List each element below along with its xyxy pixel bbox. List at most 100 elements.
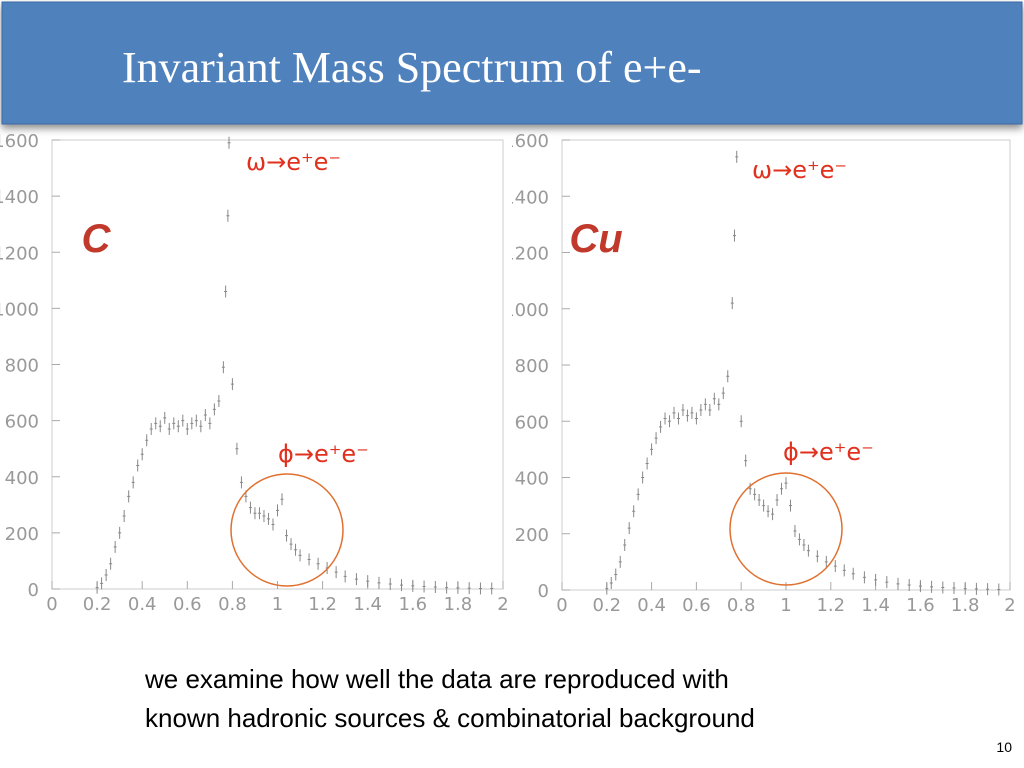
data-point	[659, 420, 663, 433]
data-point	[907, 578, 911, 591]
data-point	[930, 580, 934, 593]
data-point	[140, 448, 144, 461]
page-number: 10	[996, 739, 1012, 755]
data-point	[748, 482, 752, 495]
data-point	[650, 443, 654, 456]
data-point	[632, 505, 636, 518]
data-point	[377, 576, 381, 589]
data-point	[172, 417, 176, 430]
data-point	[433, 581, 437, 594]
data-point	[627, 522, 631, 535]
data-point	[316, 557, 320, 570]
x-tick-label: 0.2	[592, 595, 621, 616]
data-point	[343, 570, 347, 583]
x-tick-label: 1	[780, 595, 791, 616]
data-point	[780, 482, 784, 495]
data-point	[703, 398, 707, 411]
y-tick-labels: 0 200 400 600 800 1000 1200 1400 1600	[503, 131, 549, 602]
data-point	[663, 412, 667, 425]
data-point	[744, 454, 748, 467]
data-point	[422, 580, 426, 593]
data-point	[366, 575, 370, 588]
data-point	[833, 560, 837, 573]
y-tick-label: 400	[515, 469, 549, 490]
data-point	[127, 490, 131, 503]
data-point	[467, 582, 471, 595]
data-point	[851, 567, 855, 580]
data-point	[690, 406, 694, 419]
y-tick-label: 1400	[503, 187, 549, 208]
data-point	[699, 404, 703, 416]
plot-frame	[51, 139, 504, 590]
data-point	[271, 518, 275, 531]
y-tick-label: 400	[5, 468, 39, 489]
data-point	[806, 544, 810, 557]
x-tick-label: 1.6	[398, 594, 427, 615]
x-tick-label: 1.8	[444, 594, 473, 615]
chart-right: 0 200 400 600 800 1000 1200 1400 1600 0 0.2 0.4 0.6 0…	[503, 131, 1016, 616]
data-point	[131, 476, 135, 489]
data-point	[490, 582, 494, 595]
annotation: ω→e⁺e⁻	[752, 156, 847, 184]
data-point	[289, 538, 293, 551]
data-point	[154, 417, 158, 430]
data-point	[208, 417, 212, 430]
data-point	[694, 412, 698, 425]
y-tick-labels: 0 200 400 600 800 1000 1200 1400 1600	[0, 131, 39, 601]
data-point	[136, 459, 140, 472]
data-point	[217, 394, 221, 407]
annotation: ϕ→e⁺e⁻	[278, 440, 369, 468]
data-point	[771, 508, 775, 521]
data-point	[199, 420, 203, 433]
data-point	[285, 529, 289, 542]
data-point	[239, 476, 243, 489]
annotation: ϕ→e⁺e⁻	[783, 438, 874, 466]
data-point	[190, 417, 194, 430]
data-point	[478, 582, 482, 595]
data-point	[235, 442, 239, 455]
caption: known hadronic sources & combinatorial b…	[145, 703, 755, 733]
data-point	[226, 209, 230, 222]
data-point	[194, 414, 198, 427]
data-point	[158, 420, 162, 433]
data-point	[605, 582, 609, 595]
data-point	[122, 510, 126, 523]
data-point	[668, 415, 672, 428]
data-point	[896, 577, 900, 590]
data-point	[717, 398, 721, 411]
data-point	[118, 526, 122, 539]
data-point	[941, 581, 945, 594]
data-point	[167, 423, 171, 436]
data-point	[775, 494, 779, 506]
data-point	[641, 471, 645, 484]
data-point	[212, 403, 216, 416]
data-point	[294, 543, 298, 556]
data-point	[753, 488, 757, 501]
data-point	[654, 432, 658, 445]
nucleus-label: C	[82, 217, 112, 261]
data-point	[104, 568, 108, 581]
data-point	[388, 577, 392, 590]
highlight-circle	[230, 473, 344, 587]
title-bar	[1, 1, 1023, 125]
data-point	[681, 404, 685, 416]
data-point	[227, 136, 231, 149]
y-tick-label: 0	[28, 580, 39, 601]
x-tick-label: 1.4	[861, 595, 890, 616]
x-tick-label: 0.8	[218, 594, 247, 615]
data-point	[952, 582, 956, 595]
data-point	[726, 370, 730, 383]
data-point	[784, 477, 788, 490]
y-tick-label: 600	[515, 412, 549, 433]
nucleus-label: Cu	[569, 217, 622, 261]
data-point	[918, 580, 922, 593]
x-tick-label: 2	[497, 594, 508, 615]
data-point	[334, 566, 338, 579]
x-tick-label: 0.4	[637, 595, 666, 616]
x-tick-label: 1.4	[353, 594, 382, 615]
y-tick-label: 800	[515, 356, 549, 377]
data-point	[224, 285, 228, 298]
data-point	[100, 577, 104, 590]
y-tick-label: 800	[5, 356, 39, 377]
data-point	[354, 573, 358, 586]
